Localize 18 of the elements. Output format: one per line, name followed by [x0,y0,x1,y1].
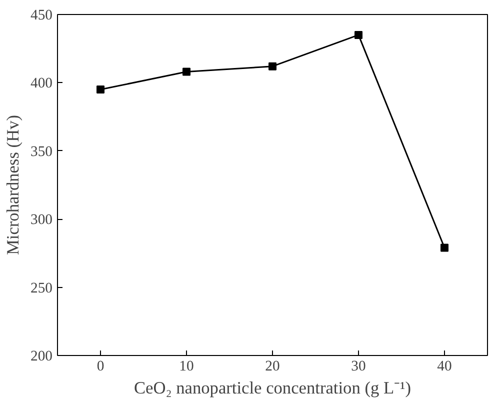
x-tick-label: 10 [179,358,194,374]
y-tick-label: 250 [30,280,52,296]
y-axis-title: Microhardness (Hv) [4,114,23,256]
x-tick-label: 40 [437,358,452,374]
point [96,86,104,94]
y-tick-label: 400 [30,76,52,92]
point [268,62,276,70]
y-tick-label: 450 [30,8,52,24]
x-axis-title: CeO₂ nanoparticle concentration (g L⁻¹) [134,378,412,398]
point [354,30,362,39]
x-tick-label: 30 [351,358,366,374]
x-tick-label: 20 [265,358,280,374]
point [440,244,448,252]
y-tick-label: 350 [30,144,52,160]
y-tick-label: 200 [30,348,52,364]
x-tick-label: 0 [96,358,104,374]
point [182,68,190,76]
y-tick-label: 300 [30,212,52,228]
